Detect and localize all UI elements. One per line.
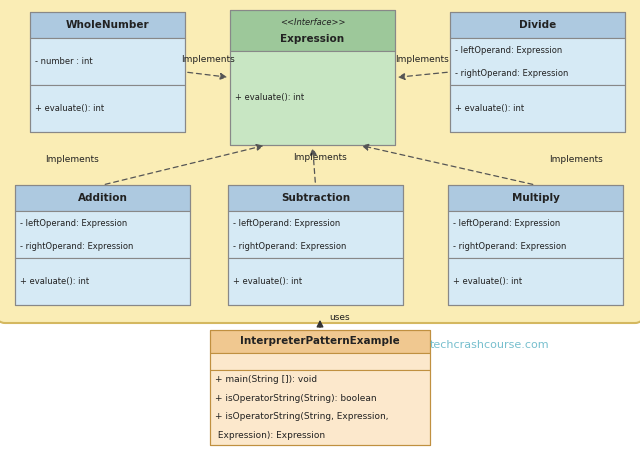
- Bar: [230, 10, 395, 51]
- Text: + evaluate(): int: + evaluate(): int: [20, 277, 89, 286]
- Text: Implements: Implements: [180, 56, 234, 65]
- Text: - rightOperand: Expression: - rightOperand: Expression: [453, 242, 566, 251]
- Text: Implements: Implements: [396, 56, 449, 65]
- Text: Implements: Implements: [45, 156, 99, 165]
- Bar: [228, 212, 403, 258]
- Text: Expression): Expression: Expression): Expression: [215, 431, 325, 440]
- Bar: [15, 185, 190, 305]
- Text: - rightOperand: Expression: - rightOperand: Expression: [455, 69, 568, 78]
- Text: - leftOperand: Expression: - leftOperand: Expression: [455, 46, 563, 55]
- Text: + evaluate(): int: + evaluate(): int: [453, 277, 522, 286]
- Bar: [448, 212, 623, 258]
- Text: + isOperatorString(String): boolean: + isOperatorString(String): boolean: [215, 394, 376, 403]
- Text: + evaluate(): int: + evaluate(): int: [35, 104, 104, 113]
- Bar: [228, 185, 403, 212]
- Bar: [210, 330, 430, 445]
- Bar: [450, 12, 625, 38]
- Bar: [448, 185, 623, 305]
- Bar: [448, 185, 623, 212]
- Bar: [450, 38, 625, 85]
- Text: - rightOperand: Expression: - rightOperand: Expression: [233, 242, 346, 251]
- Text: uses: uses: [330, 313, 350, 322]
- Text: - leftOperand: Expression: - leftOperand: Expression: [233, 218, 340, 228]
- Bar: [450, 85, 625, 132]
- Bar: [228, 258, 403, 305]
- Bar: [15, 212, 190, 258]
- Bar: [30, 85, 185, 132]
- Text: InterpreterPatternExample: InterpreterPatternExample: [240, 337, 400, 347]
- Bar: [210, 370, 430, 445]
- FancyBboxPatch shape: [0, 0, 640, 323]
- Bar: [230, 51, 395, 145]
- Bar: [30, 12, 185, 132]
- Text: Implements: Implements: [294, 152, 348, 162]
- Text: + evaluate(): int: + evaluate(): int: [455, 104, 524, 113]
- Bar: [230, 10, 395, 145]
- Bar: [30, 38, 185, 85]
- Text: - rightOperand: Expression: - rightOperand: Expression: [20, 242, 133, 251]
- Bar: [210, 353, 430, 370]
- Bar: [15, 185, 190, 212]
- Bar: [210, 330, 430, 353]
- Bar: [450, 12, 625, 132]
- Text: + isOperatorString(String, Expression,: + isOperatorString(String, Expression,: [215, 413, 388, 421]
- Text: + evaluate(): int: + evaluate(): int: [233, 277, 302, 286]
- Bar: [15, 258, 190, 305]
- Text: Implements: Implements: [548, 156, 602, 165]
- Text: + main(String []): void: + main(String []): void: [215, 375, 317, 384]
- Text: - number : int: - number : int: [35, 57, 93, 66]
- Text: Multiply: Multiply: [511, 193, 559, 203]
- Bar: [228, 185, 403, 305]
- Text: WholeNumber: WholeNumber: [66, 20, 149, 30]
- Text: + evaluate(): int: + evaluate(): int: [235, 93, 304, 102]
- Text: - leftOperand: Expression: - leftOperand: Expression: [20, 218, 127, 228]
- Text: - leftOperand: Expression: - leftOperand: Expression: [453, 218, 560, 228]
- Text: Subtraction: Subtraction: [281, 193, 350, 203]
- Text: Divide: Divide: [519, 20, 556, 30]
- Bar: [448, 258, 623, 305]
- Text: Expression: Expression: [280, 34, 344, 44]
- Text: <<Interface>>: <<Interface>>: [280, 18, 345, 27]
- Text: techcrashcourse.com: techcrashcourse.com: [430, 340, 550, 350]
- Bar: [30, 12, 185, 38]
- Text: Addition: Addition: [77, 193, 127, 203]
